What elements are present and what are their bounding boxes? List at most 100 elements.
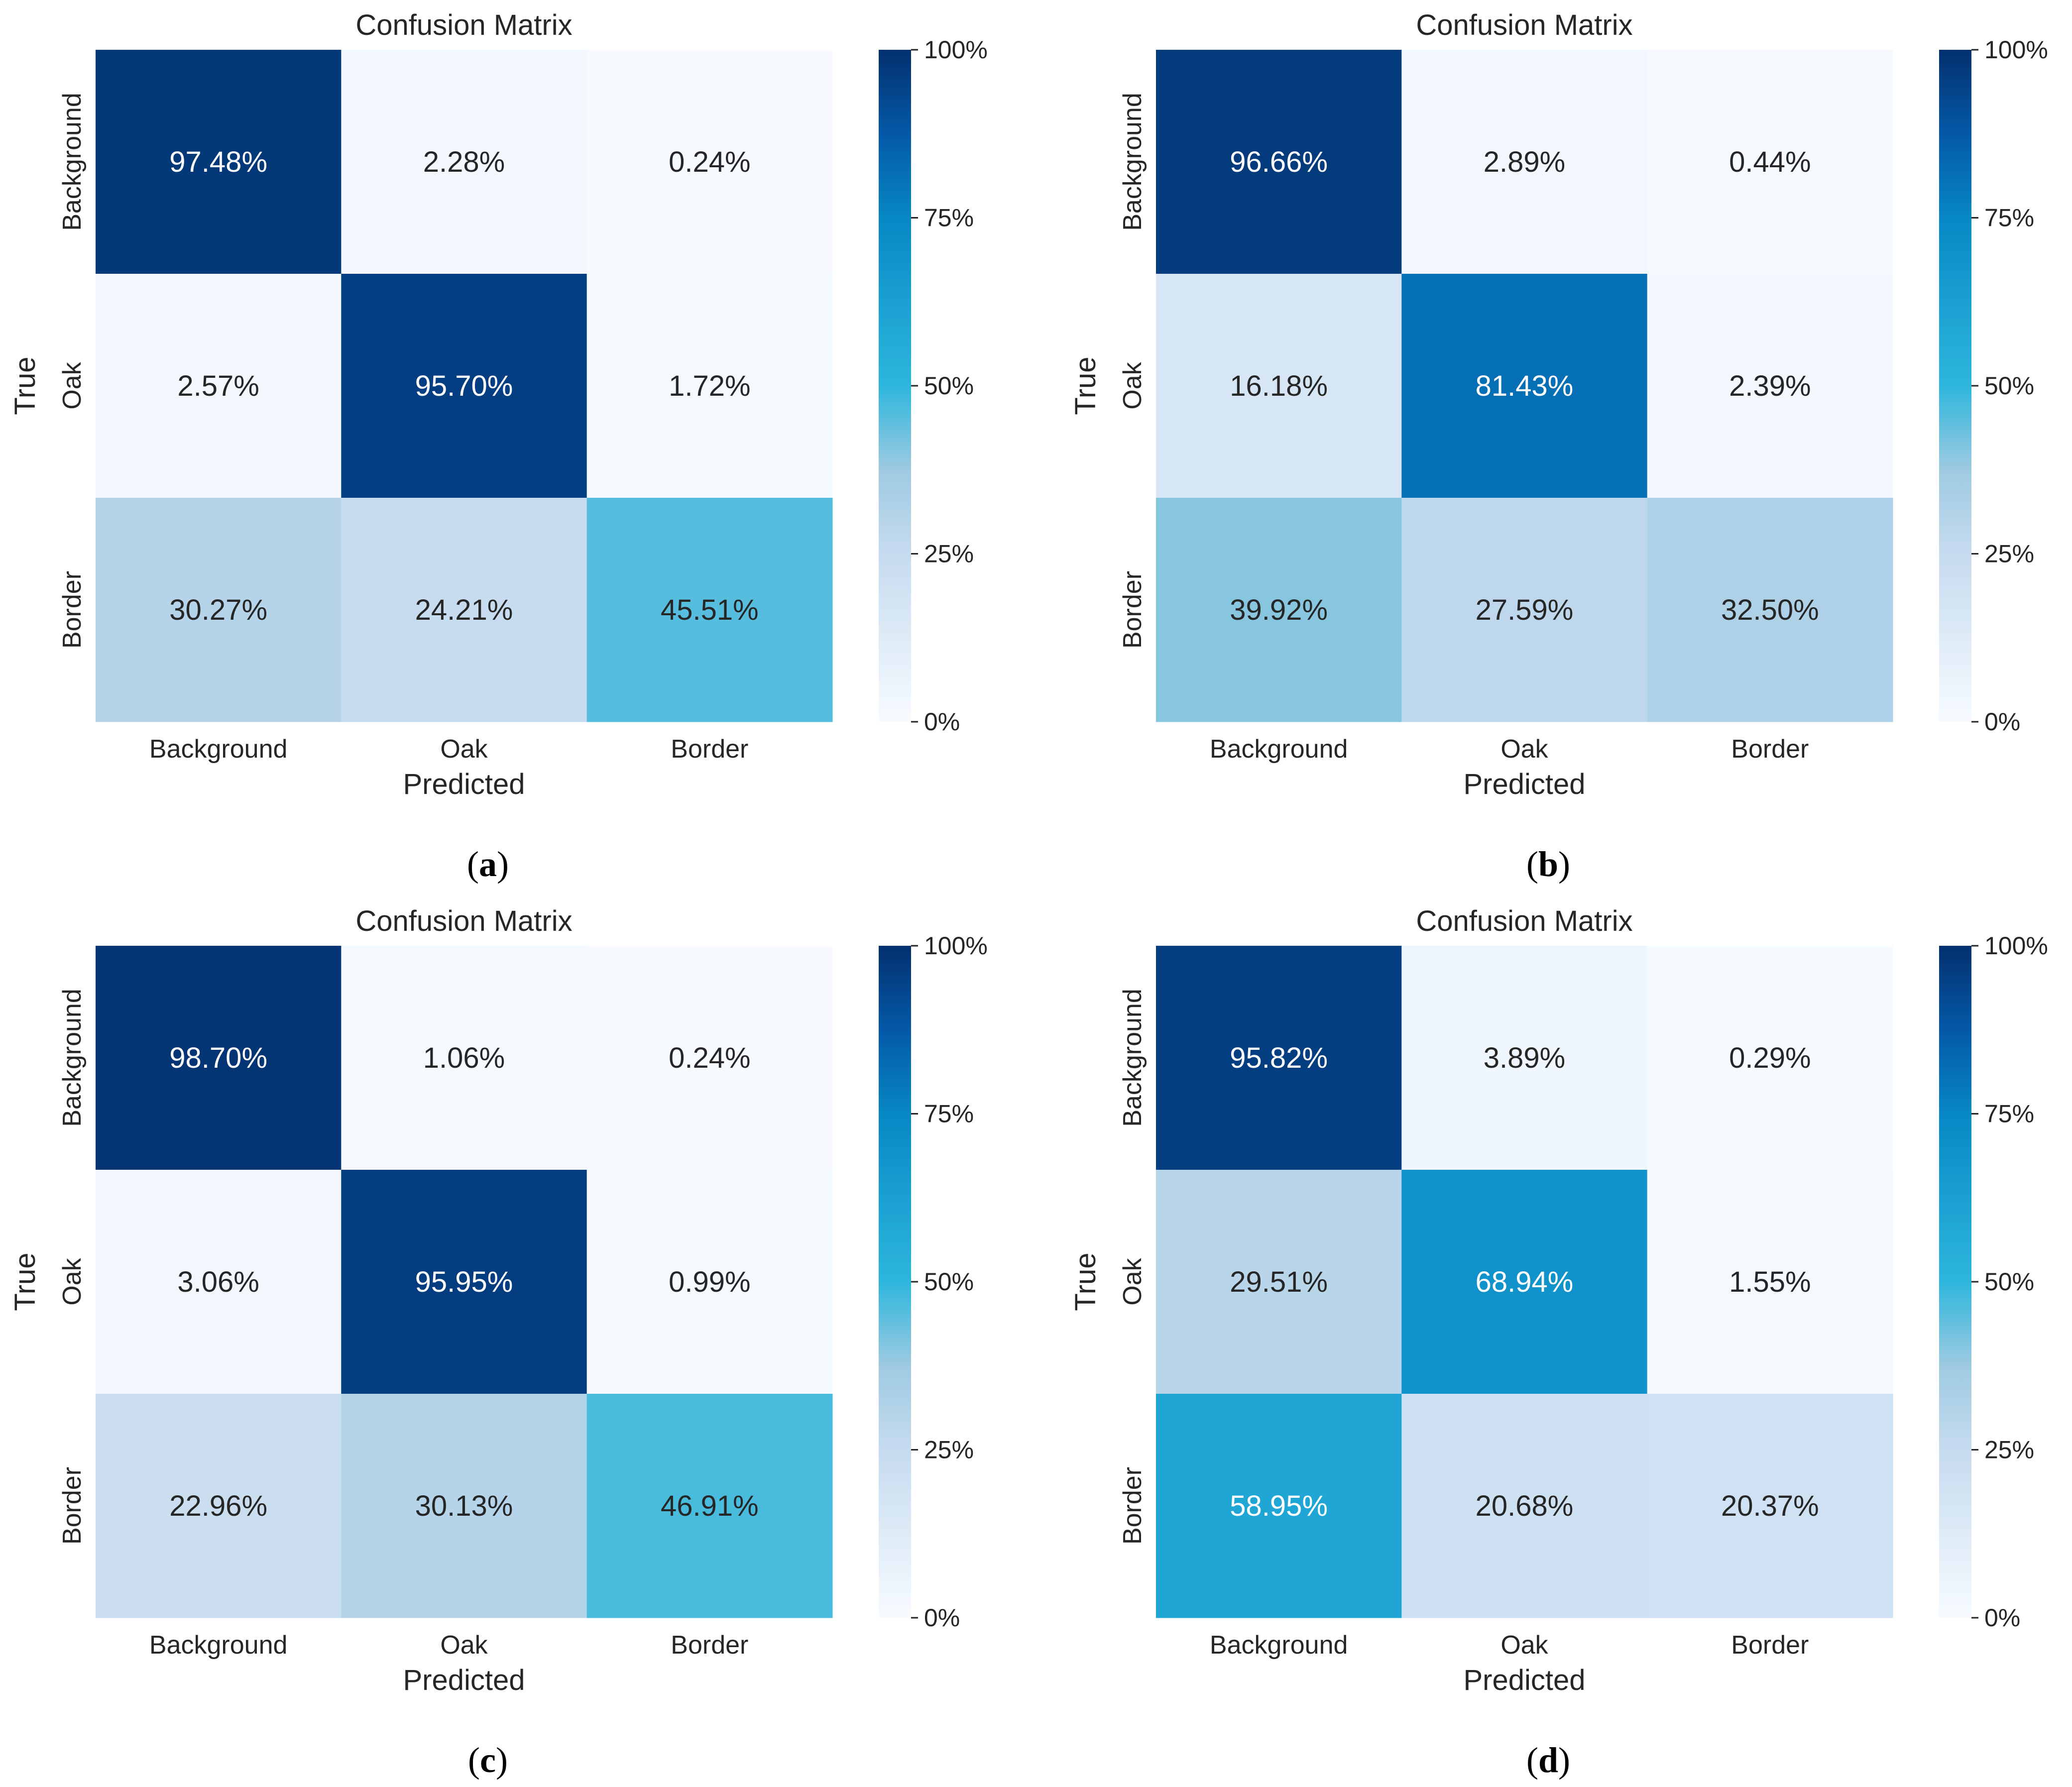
heatmap-cell xyxy=(96,1394,342,1618)
x-axis-label: Predicted xyxy=(403,1664,525,1696)
colorbar-tick-label: 75% xyxy=(924,204,974,232)
colorbar-tick-label: 25% xyxy=(1984,1436,2034,1464)
cell-value-label: 95.82% xyxy=(1230,1042,1328,1074)
colorbar-tick-label: 100% xyxy=(1984,932,2048,960)
heatmap-cell xyxy=(1647,498,1893,722)
panel-label: (a) xyxy=(467,844,509,884)
heatmap-cell xyxy=(1156,946,1402,1170)
chart-title: Confusion Matrix xyxy=(355,905,572,937)
colorbar xyxy=(1939,946,1971,1618)
cell-value-label: 81.43% xyxy=(1476,370,1574,402)
y-tick-label: Background xyxy=(58,989,87,1127)
heatmap-cell xyxy=(1647,946,1893,1170)
heatmap-cell xyxy=(586,1170,833,1394)
heatmap-cell xyxy=(341,498,587,722)
cell-value-label: 20.37% xyxy=(1721,1490,1819,1522)
cell-value-label: 96.66% xyxy=(1230,146,1328,178)
heatmap-cell xyxy=(586,274,833,498)
confusion-matrix-panel-d: Confusion Matrix 95.82% 3.89% 0.29% 29.51% 68… xyxy=(1069,905,2048,1780)
panel-label: (d) xyxy=(1526,1740,1570,1780)
colorbar-tick-label: 0% xyxy=(1984,1604,2020,1632)
heatmap-cell xyxy=(1401,498,1648,722)
x-tick-label: Border xyxy=(1731,1631,1809,1660)
cell-value-label: 1.06% xyxy=(423,1042,505,1074)
x-tick-label: Oak xyxy=(1500,735,1548,764)
cell-value-label: 68.94% xyxy=(1476,1266,1574,1298)
cell-value-label: 32.50% xyxy=(1721,594,1819,626)
cell-value-label: 2.39% xyxy=(1729,370,1811,402)
colorbar xyxy=(879,50,911,722)
x-tick-label: Oak xyxy=(440,735,488,764)
cell-value-label: 0.24% xyxy=(669,1042,750,1074)
y-axis-label: True xyxy=(1069,1252,1102,1311)
colorbar-tick-label: 50% xyxy=(924,1268,974,1296)
panel-label: (b) xyxy=(1526,844,1570,884)
colorbar-tick-label: 25% xyxy=(924,1436,974,1464)
colorbar xyxy=(1939,50,1971,722)
cell-value-label: 16.18% xyxy=(1230,370,1328,402)
cell-value-label: 95.70% xyxy=(415,370,513,402)
heatmap-cell xyxy=(586,498,833,722)
y-axis-label: True xyxy=(1069,356,1102,415)
x-tick-label: Background xyxy=(1210,735,1348,764)
colorbar-tick-label: 50% xyxy=(924,372,974,400)
heatmap-cell xyxy=(586,1394,833,1618)
cell-value-label: 39.92% xyxy=(1230,594,1328,626)
colorbar-tick-label: 75% xyxy=(1984,204,2034,232)
heatmap-cell xyxy=(1401,50,1648,274)
heatmap-cell xyxy=(1647,50,1893,274)
cell-value-label: 27.59% xyxy=(1476,594,1574,626)
x-axis-label: Predicted xyxy=(403,768,525,800)
cell-value-label: 3.06% xyxy=(177,1266,259,1298)
cell-value-label: 2.28% xyxy=(423,146,505,178)
cell-value-label: 98.70% xyxy=(169,1042,267,1074)
colorbar-tick-label: 100% xyxy=(924,36,988,64)
heatmap-cell xyxy=(1156,498,1402,722)
y-tick-label: Background xyxy=(58,93,87,231)
y-tick-label: Oak xyxy=(58,1257,87,1305)
y-tick-label: Oak xyxy=(1118,1257,1147,1305)
colorbar-tick-label: 0% xyxy=(924,1604,960,1632)
cell-value-label: 46.91% xyxy=(661,1490,759,1522)
heatmap-cell xyxy=(1401,1394,1648,1618)
y-tick-label: Border xyxy=(1118,1467,1147,1545)
cell-value-label: 0.44% xyxy=(1729,146,1811,178)
x-axis-label: Predicted xyxy=(1463,1664,1585,1696)
x-tick-label: Background xyxy=(149,1631,288,1660)
x-tick-label: Oak xyxy=(440,1631,488,1660)
heatmap-cell xyxy=(1401,274,1648,498)
colorbar-tick-label: 75% xyxy=(1984,1100,2034,1128)
x-tick-label: Background xyxy=(1210,1631,1348,1660)
cell-value-label: 20.68% xyxy=(1476,1490,1574,1522)
cell-value-label: 95.95% xyxy=(415,1266,513,1298)
cell-value-label: 3.89% xyxy=(1484,1042,1565,1074)
heatmap-cell xyxy=(586,946,833,1170)
heatmap-cell xyxy=(586,50,833,274)
chart-title: Confusion Matrix xyxy=(355,9,572,41)
colorbar-tick-label: 25% xyxy=(924,540,974,568)
heatmap-cell xyxy=(341,50,587,274)
heatmap-cell xyxy=(341,946,587,1170)
chart-title: Confusion Matrix xyxy=(1416,9,1632,41)
colorbar-tick-label: 100% xyxy=(924,932,988,960)
heatmap-cell xyxy=(96,498,342,722)
x-tick-label: Background xyxy=(149,735,288,764)
heatmap-cell xyxy=(1156,274,1402,498)
cell-value-label: 30.27% xyxy=(169,594,267,626)
heatmap-cell xyxy=(96,274,342,498)
colorbar-tick-label: 50% xyxy=(1984,1268,2034,1296)
panel-label: (c) xyxy=(468,1740,508,1780)
confusion-matrix-panel-b: Confusion Matrix 96.66% 2.89% 0.44% 16.18% 81… xyxy=(1069,9,2048,884)
colorbar-tick-label: 0% xyxy=(924,708,960,736)
cell-value-label: 1.55% xyxy=(1729,1266,1811,1298)
y-tick-label: Oak xyxy=(58,361,87,409)
heatmap-cell xyxy=(1647,274,1893,498)
heatmap-cell xyxy=(1401,946,1648,1170)
x-tick-label: Border xyxy=(1731,735,1809,764)
y-tick-label: Background xyxy=(1118,989,1147,1127)
colorbar-tick-label: 0% xyxy=(1984,708,2020,736)
heatmap-cell xyxy=(1156,1394,1402,1618)
x-axis-label: Predicted xyxy=(1463,768,1585,800)
cell-value-label: 0.99% xyxy=(669,1266,750,1298)
